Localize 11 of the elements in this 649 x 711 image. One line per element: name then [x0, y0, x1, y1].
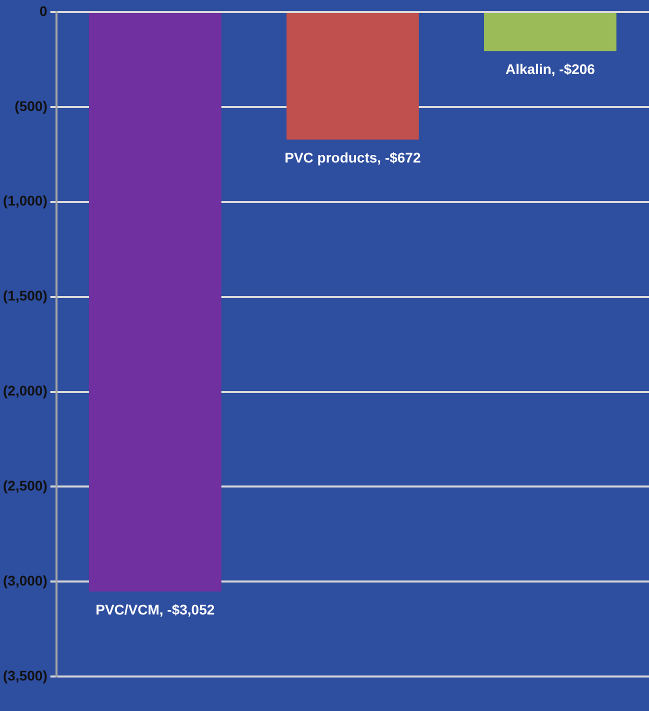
- y-tick-label: (500): [14, 98, 48, 114]
- y-tick-label: (1,000): [3, 192, 48, 209]
- y-tick-label: (3,500): [3, 667, 48, 684]
- y-tick-label: (3,000): [3, 572, 48, 589]
- y-tick-label: (1,500): [3, 288, 48, 304]
- y-tick-label: (2,000): [3, 382, 48, 399]
- data-label: PVC products, -$672: [284, 149, 421, 166]
- data-label: PVC/VCM, -$3,052: [96, 601, 215, 618]
- y-tick-label: 0: [40, 2, 48, 19]
- data-label: Alkalin, -$206: [505, 60, 596, 77]
- y-tick-label: (2,500): [3, 478, 48, 494]
